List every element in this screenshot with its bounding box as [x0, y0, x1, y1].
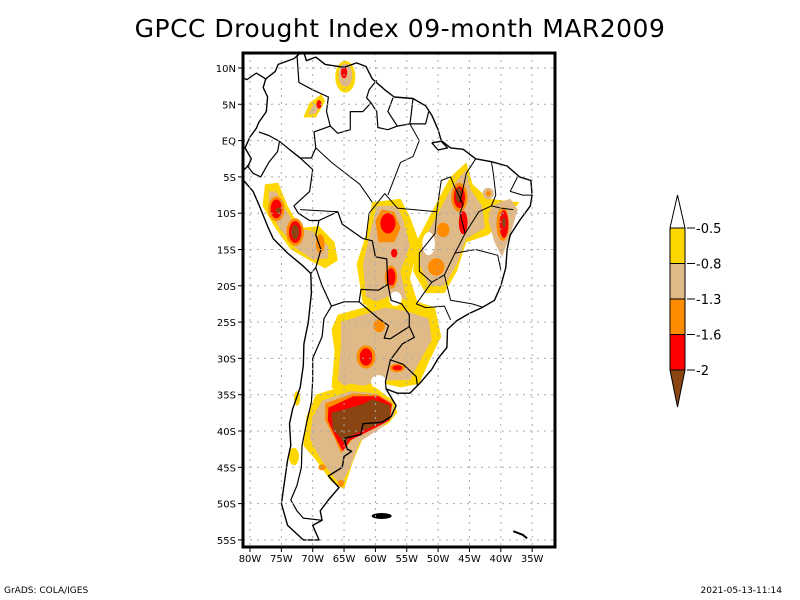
state-line: [509, 175, 533, 196]
lon-tick-label: 65W: [333, 554, 356, 565]
legend-label: -0.8: [696, 258, 721, 273]
drought-area-goias: [436, 222, 450, 238]
drought-area-patagonia: [337, 479, 345, 487]
drought-area-venezuela: [340, 66, 348, 79]
legend-label: -0.5: [696, 222, 721, 237]
plot-frame: [241, 51, 557, 549]
lon-tick-label: 80W: [239, 554, 262, 565]
drought-area-uruguay: [392, 365, 403, 371]
lon-tick-label: 40W: [489, 554, 512, 565]
lon-tick-label: 55W: [395, 554, 418, 565]
grads-credit: GrADS: COLA/IGES: [4, 586, 89, 596]
legend-label: -1.3: [696, 293, 721, 308]
lat-tick-label: 10S: [217, 209, 236, 220]
no-drought-area: [371, 375, 387, 389]
border-colombia: [258, 54, 331, 159]
lon-tick-label: 60W: [364, 554, 387, 565]
state-line: [365, 193, 438, 305]
marajo-island: [431, 140, 449, 151]
state-line: [315, 147, 373, 203]
color-legend: -0.5 -0.8 -1.3 -1.6 -2: [669, 194, 721, 408]
state-line: [300, 209, 343, 225]
lat-tick-label: 55S: [217, 536, 236, 547]
lon-tick-label: 75W: [270, 554, 293, 565]
drought-area-colombia: [316, 99, 322, 109]
lon-tick-label: 45W: [458, 554, 481, 565]
lat-tick-label: 5N: [222, 100, 236, 111]
drought-area-central-brazil: [380, 213, 396, 234]
border-french-guiana: [409, 98, 414, 124]
lat-tick-label: 10N: [216, 64, 236, 75]
border-suriname: [387, 97, 398, 127]
state-line: [459, 158, 477, 203]
legend-label: -2: [696, 364, 709, 379]
legend-swatch: [669, 194, 686, 229]
legend-swatch: [669, 369, 686, 408]
lat-tick-label: 40S: [217, 427, 236, 438]
south-georgia-island: [512, 530, 528, 540]
state-line: [454, 249, 502, 270]
border-paraguay: [358, 284, 410, 340]
lat-tick-label: 20S: [217, 282, 236, 293]
border-guianas: [370, 102, 430, 131]
drought-area-peru: [275, 207, 281, 214]
coastline: [243, 53, 533, 541]
state-line: [464, 161, 497, 234]
drought-area-goias: [428, 258, 445, 276]
falkland-islands: [371, 512, 392, 519]
border-chile-argentina: [290, 305, 333, 521]
lat-tick-label: 50S: [217, 500, 236, 511]
drought-area-chile: [288, 447, 299, 466]
lat-tick-label: 30S: [217, 354, 236, 365]
state-line: [431, 176, 466, 283]
drought-area-central-brazil: [391, 248, 398, 258]
coastline-central-america: [243, 72, 267, 81]
drought-fill-layer: [262, 60, 520, 490]
drought-area-patagonia: [318, 464, 326, 471]
timestamp: 2021-05-13-11:14: [700, 586, 783, 596]
drought-area-la-plata: [337, 307, 432, 392]
border-ecuador-peru: [246, 141, 281, 178]
state-line: [387, 123, 420, 196]
border-venezuela-brazil: [329, 79, 378, 134]
lat-tick-label: 15S: [217, 246, 236, 257]
lat-tick-label: 35S: [217, 391, 236, 402]
lat-tick-label: 25S: [217, 318, 236, 329]
drought-area-east-brazil: [419, 169, 486, 286]
map-title: GPCC Drought Index 09-month MAR2009: [134, 14, 666, 43]
lat-tick-label: 45S: [217, 463, 236, 474]
legend-label: -1.6: [696, 329, 721, 344]
legend-swatch: [669, 334, 686, 371]
drought-area-peru: [291, 224, 299, 240]
legend-swatch: [669, 298, 686, 335]
drought-area-santa-fe: [359, 348, 373, 366]
lon-tick-label: 70W: [301, 554, 324, 565]
legend-swatch: [669, 227, 686, 264]
drought-area-piaui: [485, 190, 491, 197]
grid-layer: [243, 53, 555, 547]
lat-tick-label: EQ: [222, 137, 236, 148]
state-line: [443, 274, 483, 308]
legend-swatch: [669, 263, 686, 300]
drought-area-bolivia: [315, 234, 325, 254]
lon-tick-label: 50W: [427, 554, 450, 565]
drought-area-bahia: [502, 217, 506, 228]
lat-tick-label: 5S: [223, 173, 236, 184]
border-peru-brazil-bolivia: [289, 149, 322, 274]
state-line: [416, 303, 452, 321]
border-uruguay: [384, 359, 391, 389]
coastline-layer: [243, 53, 533, 541]
lon-tick-label: 35W: [521, 554, 544, 565]
drought-area-central-brazil: [386, 268, 396, 286]
axis-ticks: 10N 5N EQ 5S 10S 15S 20S 25S 30S 35S 40S 45S 50S 55S8…: [216, 64, 544, 565]
